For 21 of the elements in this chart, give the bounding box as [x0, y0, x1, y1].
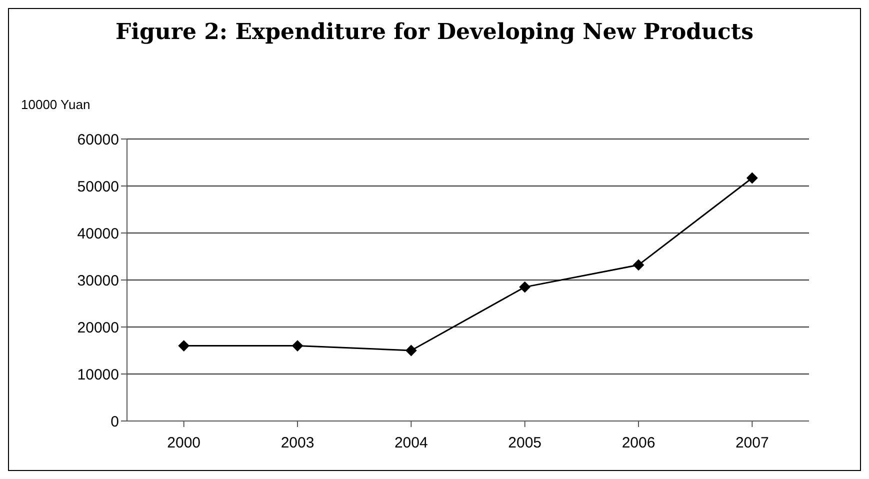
chart-title: Figure 2: Expenditure for Developing New Products — [114, 19, 754, 45]
y-tick-label: 40000 — [77, 225, 119, 242]
x-tick-label: 2005 — [508, 434, 542, 452]
y-tick-label: 10000 — [77, 366, 119, 384]
point — [178, 340, 190, 352]
y-tick-label: 20000 — [77, 319, 119, 336]
y-tick-label: 0 — [110, 413, 119, 430]
y-tick-label: 30000 — [77, 272, 119, 290]
x-tick-label: 2007 — [735, 434, 769, 452]
x-tick-label: 2006 — [622, 434, 656, 452]
point — [633, 259, 644, 270]
y-axis-title: 10000 Yuan — [21, 97, 90, 112]
x-tick-label: 2003 — [280, 434, 314, 452]
x-tick-label: 2000 — [167, 434, 201, 452]
point — [746, 172, 758, 184]
point — [292, 340, 303, 352]
y-tick-label: 50000 — [77, 178, 119, 196]
point — [519, 282, 530, 293]
x-tick-label: 2004 — [394, 434, 428, 452]
point — [406, 345, 417, 356]
y-tick-label: 60000 — [77, 131, 119, 148]
